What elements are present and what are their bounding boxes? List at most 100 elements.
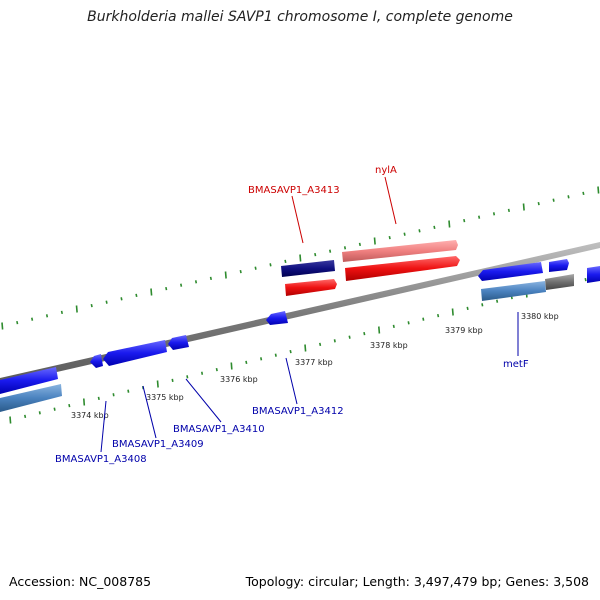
inner-tick xyxy=(53,407,56,411)
gene-blue-right-2[interactable] xyxy=(549,259,569,272)
outer-tick xyxy=(403,232,406,236)
inner-tick xyxy=(348,335,351,339)
outer-tick xyxy=(254,266,257,270)
gene-blue-BMASAVP1_A3412[interactable] xyxy=(266,311,288,325)
outer-tick xyxy=(388,235,391,240)
tick-label-3378: 3378 kbp xyxy=(370,341,408,350)
outer-tick xyxy=(448,220,451,228)
outer-tick xyxy=(105,300,108,304)
tick-label-3374: 3374 kbp xyxy=(71,411,109,420)
outer-tick-row xyxy=(1,186,600,330)
leader-BMASAVP1_A3412 xyxy=(285,357,298,405)
outer-tick xyxy=(194,280,198,284)
outer-tick xyxy=(537,201,540,206)
inner-tick xyxy=(304,344,307,352)
gene-label-BMASAVP1_A3408[interactable]: BMASAVP1_A3408 xyxy=(55,454,147,465)
outer-tick xyxy=(314,252,317,257)
gene-red-nylA[interactable] xyxy=(345,256,460,281)
inner-tick xyxy=(24,414,27,419)
inner-tick xyxy=(319,342,322,347)
outer-tick xyxy=(492,212,496,216)
outer-tick xyxy=(45,314,49,318)
accession-text: Accession: NC_008785 xyxy=(9,574,152,589)
inner-tick xyxy=(274,353,277,357)
gene-label-BMASAVP1_A3413[interactable]: BMASAVP1_A3413 xyxy=(248,185,340,196)
outer-tick xyxy=(31,317,34,321)
inner-tick xyxy=(422,317,425,321)
outer-tick xyxy=(373,237,376,245)
gene-red-BMASAVP1_A3413[interactable] xyxy=(285,279,337,296)
inner-tick xyxy=(260,357,263,361)
gene-label-nylA[interactable]: nylA xyxy=(375,165,397,176)
outer-tick xyxy=(358,242,361,247)
gene-blue-BMASAVP1_A3410[interactable] xyxy=(168,335,189,350)
inner-tick xyxy=(333,339,336,343)
gene-blue-small-left[interactable] xyxy=(90,354,103,368)
genome-summary-text: Topology: circular; Length: 3,497,479 bp… xyxy=(245,574,589,589)
outer-tick xyxy=(343,246,347,250)
outer-tick xyxy=(150,288,153,296)
outer-tick xyxy=(522,203,525,211)
inner-tick xyxy=(215,367,218,372)
outer-tick xyxy=(16,320,19,325)
inner-tick xyxy=(127,389,130,393)
tick-label-3376: 3376 kbp xyxy=(220,375,258,384)
gene-blue-right-1[interactable] xyxy=(478,262,543,281)
gene-labels: BMASAVP1_A3413 nylA BMASAVP1_A3412 BMASA… xyxy=(55,165,529,465)
outer-tick xyxy=(463,218,466,223)
inner-tick xyxy=(245,360,248,365)
outer-tick xyxy=(224,271,227,279)
inner-tick xyxy=(407,321,410,325)
outer-tick xyxy=(552,198,555,202)
inner-tick xyxy=(9,416,12,424)
outer-tick xyxy=(507,208,510,213)
label-leaders xyxy=(100,176,519,453)
outer-tick xyxy=(597,186,600,194)
gene-features xyxy=(0,240,600,412)
gene-blue-right-3[interactable] xyxy=(587,266,600,283)
outer-tick xyxy=(135,293,138,298)
gene-label-BMASAVP1_A3410[interactable]: BMASAVP1_A3410 xyxy=(173,424,265,435)
inner-tick xyxy=(186,375,189,379)
outer-tick xyxy=(209,276,212,281)
inner-tick xyxy=(481,303,484,307)
outer-tick xyxy=(567,195,570,199)
outer-tick xyxy=(239,269,242,274)
inner-tick xyxy=(451,308,454,316)
leader-nylA xyxy=(384,176,397,225)
inner-tick xyxy=(201,371,204,375)
inner-tick xyxy=(156,380,159,388)
inner-tick xyxy=(378,326,381,334)
inner-tick xyxy=(496,299,499,303)
tick-label-3379: 3379 kbp xyxy=(445,326,483,335)
inner-tick xyxy=(230,362,233,370)
outer-tick xyxy=(329,249,332,253)
tick-label-3375: 3375 kbp xyxy=(146,393,184,402)
leader-BMASAVP1_A3409 xyxy=(142,385,157,439)
inner-tick xyxy=(112,393,115,397)
gene-pink-nylA[interactable] xyxy=(342,240,458,262)
gene-navy-BMASAVP1_A3413[interactable] xyxy=(281,260,335,277)
outer-tick xyxy=(433,225,436,230)
map-title: Burkholderia mallei SAVP1 chromosome I, … xyxy=(87,9,513,25)
gene-steel-left[interactable] xyxy=(0,384,62,412)
tick-label-3377: 3377 kbp xyxy=(295,358,333,367)
gene-label-BMASAVP1_A3409[interactable]: BMASAVP1_A3409 xyxy=(112,439,204,450)
outer-tick xyxy=(418,229,421,233)
gene-label-BMASAVP1_A3412[interactable]: BMASAVP1_A3412 xyxy=(252,406,344,417)
outer-tick xyxy=(1,322,4,330)
tick-labels: 3374 kbp 3375 kbp 3376 kbp 3377 kbp 3378… xyxy=(71,312,559,420)
gene-blue-BMASAVP1_A3409[interactable] xyxy=(103,340,167,366)
inner-tick xyxy=(437,313,440,318)
outer-tick xyxy=(478,215,481,219)
gene-label-metF[interactable]: metF xyxy=(503,359,529,370)
gene-gray-right[interactable] xyxy=(545,274,574,290)
gene-steel-metF[interactable] xyxy=(481,281,546,301)
outer-tick xyxy=(180,283,183,287)
gene-blue-BMASAVP1_A3408[interactable] xyxy=(0,367,58,394)
inner-tick xyxy=(584,277,587,282)
inner-tick xyxy=(38,411,41,415)
inner-tick xyxy=(97,396,100,401)
inner-tick xyxy=(466,306,469,311)
outer-tick xyxy=(60,310,63,315)
